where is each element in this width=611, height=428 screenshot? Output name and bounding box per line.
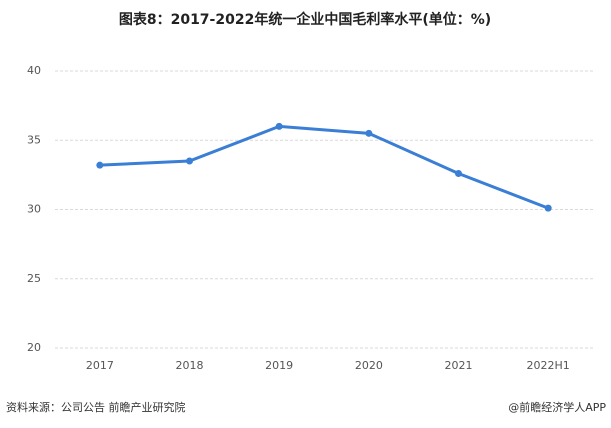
y-tick-label: 40 (27, 64, 41, 77)
x-tick-label: 2021 (445, 359, 473, 372)
credit-note: @前瞻经济学人APP (508, 400, 606, 414)
data-point (455, 169, 462, 177)
data-line (99, 124, 549, 210)
x-tick-label: 2022H1 (527, 359, 570, 372)
data-point (186, 157, 193, 165)
data-point (365, 129, 373, 137)
y-tick-label: 25 (27, 272, 41, 285)
y-tick-label: 35 (27, 133, 41, 146)
data-point (96, 161, 104, 169)
x-tick-label: 2017 (86, 359, 114, 372)
x-tick-label: 2018 (176, 359, 204, 372)
y-tick-label: 30 (27, 203, 41, 216)
chart-title: 图表8：2017-2022年统一企业中国毛利率水平(单位：%) (119, 11, 491, 28)
x-tick-label: 2020 (355, 359, 383, 372)
data-point (275, 122, 283, 130)
data-point (544, 204, 552, 212)
x-tick-label: 2019 (265, 359, 293, 372)
y-tick-label: 20 (27, 341, 41, 354)
source-note: 资料来源：公司公告 前瞻产业研究院 (6, 400, 186, 414)
